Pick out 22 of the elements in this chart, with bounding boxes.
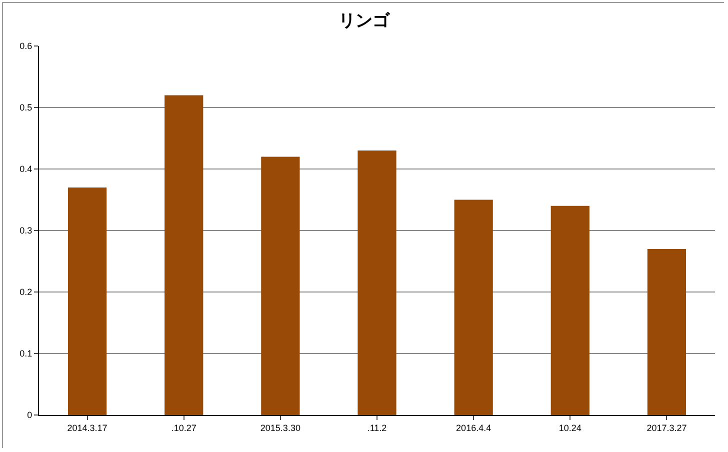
x-tick-label: 2015.3.30	[260, 422, 300, 433]
y-tick-label: 0	[27, 410, 32, 420]
y-tick-label: 0.5	[20, 102, 32, 113]
bar	[550, 206, 590, 415]
x-tick-label: .10.27	[171, 422, 196, 433]
y-tick-label: 0.1	[20, 348, 32, 359]
bar	[261, 156, 300, 415]
bar	[454, 200, 493, 415]
chart-title: リンゴ	[338, 11, 390, 30]
x-tick-label: .11.2	[367, 422, 387, 433]
x-tick-label: 2016.4.4	[456, 422, 492, 433]
y-tick-label: 0.6	[20, 41, 32, 52]
bar	[164, 95, 204, 415]
x-tick-label: 10.24	[558, 422, 582, 433]
bar	[647, 248, 686, 415]
x-tick-label: 2014.3.17	[67, 422, 108, 433]
x-tick-label: 2017.3.27	[646, 422, 687, 433]
y-tick-label: 0.3	[20, 226, 32, 236]
bar	[68, 187, 107, 415]
bar	[358, 150, 396, 415]
y-tick-label: 0.2	[20, 287, 32, 298]
y-tick-label: 0.4	[20, 164, 32, 174]
